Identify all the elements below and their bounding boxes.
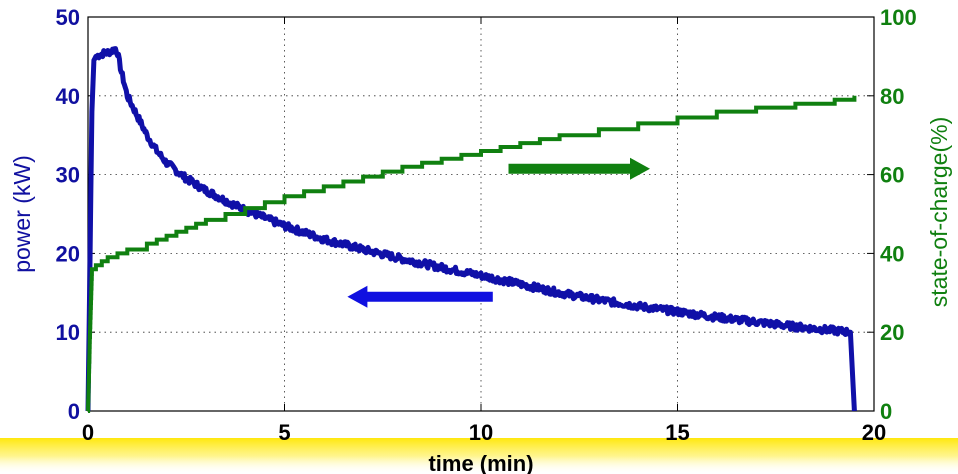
y-right-tick-label: 80 (880, 84, 904, 109)
x-tick-label: 0 (82, 420, 94, 445)
y-right-tick-label: 60 (880, 163, 904, 188)
x-axis-title: time (min) (428, 451, 533, 474)
arrow-right (508, 157, 650, 180)
y-axis-title-left: power (kW) (9, 155, 35, 273)
y-left-tick-label: 50 (56, 5, 80, 30)
x-tick-label: 15 (665, 420, 689, 445)
x-tick-label: 20 (862, 420, 886, 445)
plot-frame (87, 16, 875, 412)
y-left-tick-label: 10 (56, 320, 80, 345)
x-tick-label: 5 (278, 420, 290, 445)
arrow-left (347, 285, 493, 308)
y-right-tick-label: 20 (880, 320, 904, 345)
y-left-tick-label: 0 (68, 399, 80, 424)
series-line-state-of-charge (86, 95, 857, 413)
x-tick-label: 10 (469, 420, 493, 445)
y-left-tick-label: 40 (56, 84, 80, 109)
y-right-tick-label: 100 (880, 5, 917, 30)
grid (88, 17, 874, 411)
y-left-tick-label: 30 (56, 163, 80, 188)
yellow-band (0, 438, 958, 474)
y-axis-title-right: state-of-charge(%) (926, 117, 952, 307)
y-right-tick-label: 0 (880, 399, 892, 424)
annotations (347, 157, 650, 308)
series-line-power (85, 46, 857, 412)
y-left-tick-label: 20 (56, 241, 80, 266)
y-right-tick-label: 40 (880, 241, 904, 266)
series (85, 46, 857, 413)
